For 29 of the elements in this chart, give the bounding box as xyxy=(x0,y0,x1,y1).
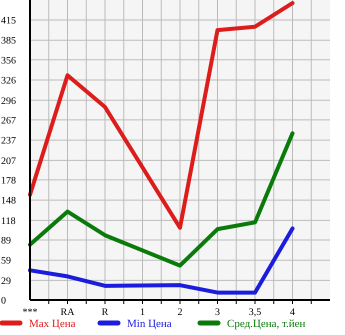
x-tick-label: 3,5 xyxy=(248,307,262,318)
line-series xyxy=(28,1,294,230)
y-tick-label: 207 xyxy=(1,156,16,167)
y-tick-label: 148 xyxy=(1,196,16,207)
y-tick-label: 267 xyxy=(1,115,16,126)
x-tick-label: RA xyxy=(60,307,76,318)
legend-label: Сред.Цена, т.йен xyxy=(227,318,306,330)
y-tick-label: 59 xyxy=(1,256,11,267)
line-series xyxy=(28,131,294,268)
y-tick-label: 118 xyxy=(1,216,16,227)
x-tick-label: 3 xyxy=(215,307,220,318)
x-tick-label: R xyxy=(102,307,109,318)
x-tick-label: 4 xyxy=(290,307,295,318)
x-tick-label: 2 xyxy=(178,307,182,318)
legend-label: Max Цена xyxy=(29,318,76,330)
y-tick-label: 29 xyxy=(1,276,11,287)
x-tick-label: *** xyxy=(22,307,38,318)
y-tick-label: 296 xyxy=(1,96,16,107)
y-tick-label: 326 xyxy=(1,76,16,87)
y-tick-label: 385 xyxy=(1,36,16,47)
y-tick-label: 0 xyxy=(1,296,6,306)
legend-label: Min Цена xyxy=(127,318,172,330)
y-tick-label: 237 xyxy=(1,136,16,147)
x-tick-label: 1 xyxy=(140,307,145,318)
y-tick-label: 89 xyxy=(1,235,11,246)
y-tick-label: 415 xyxy=(1,15,16,26)
y-tick-label: 356 xyxy=(1,55,16,66)
line-series xyxy=(28,226,294,295)
y-tick-label: 178 xyxy=(1,175,16,186)
